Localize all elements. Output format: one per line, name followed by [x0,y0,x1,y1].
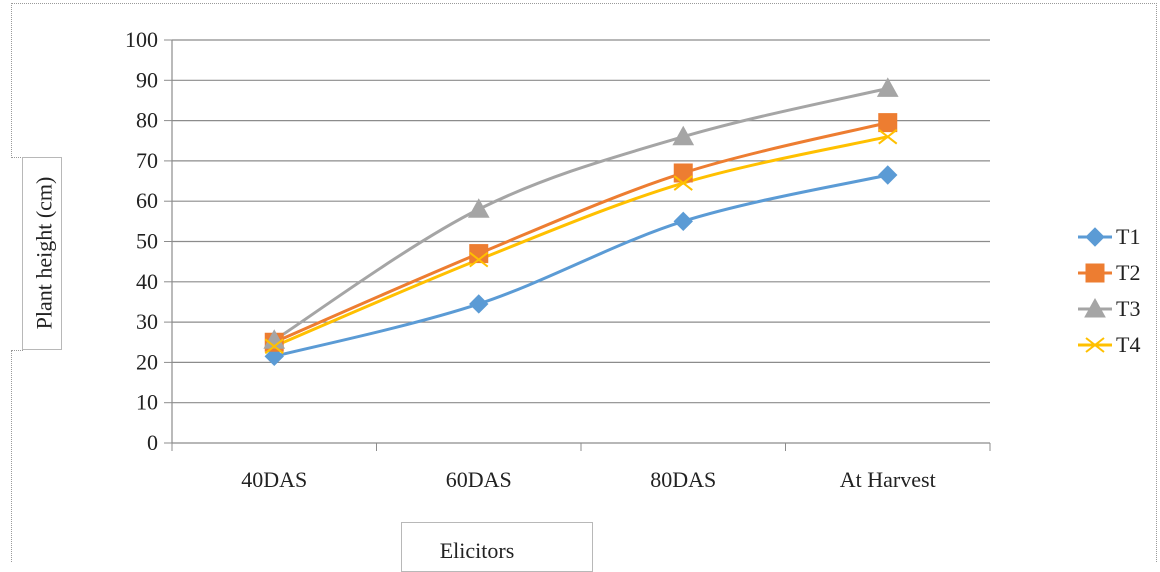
legend-label-T3: T3 [1116,296,1141,321]
y-tick-label-70: 70 [136,148,158,173]
axes [164,39,991,451]
legend-item-T4: T4 [1078,330,1158,366]
legend-label-T2: T2 [1116,260,1141,285]
chart-frame [11,3,1157,562]
legend-symbol-T1 [1085,227,1105,247]
point-T3-at-harvest [876,77,899,97]
point-T4-80das [673,175,693,191]
series-markers [263,77,899,367]
series-line-T2 [273,121,889,344]
legend: T1 T2 T3 T4 [1078,222,1158,366]
legend-symbol-T3 [1084,297,1106,318]
point-T2-at-harvest [878,113,898,133]
legend-label-T4: T4 [1116,332,1141,357]
point-T4-40das [264,338,284,355]
x-tick-labels: 40DAS 60DAS 80DAS At Harvest [241,467,935,492]
series-line-T1 [273,173,889,358]
y-tick-labels: 0 10 20 30 40 50 60 70 80 90 100 [125,27,158,455]
point-T4-60das [469,251,489,268]
x-tick-label-2: 80DAS [650,467,716,492]
legend-item-T2: T2 [1078,258,1158,294]
point-T3-40das [263,329,286,349]
legend-marker-T2 [1078,263,1112,283]
y-tick-label-10: 10 [136,390,158,415]
legend-marker-T1 [1078,227,1112,247]
x-tick-label-1: 60DAS [446,467,512,492]
y-tick-label-100: 100 [125,27,158,52]
gridlines [172,39,990,404]
point-T1-40das [264,346,284,367]
y-tick-label-60: 60 [136,188,158,213]
y-axis-title-box [22,157,62,350]
point-T1-80das [673,211,693,232]
y-tick-label-50: 50 [136,229,158,254]
y-tick-label-80: 80 [136,108,158,133]
y-tick-label-0: 0 [147,430,158,455]
x-tick-label-3: At Harvest [840,467,936,492]
series-line-T4 [273,135,889,348]
series-line-T3 [273,86,889,342]
y-tick-label-90: 90 [136,67,158,92]
legend-label-T1: T1 [1116,224,1141,249]
legend-symbol-T4 [1085,337,1105,353]
point-T3-80das [672,125,695,146]
series-lines [273,86,889,358]
x-axis-title: Elicitors [439,538,515,563]
y-tick-label-30: 30 [136,309,158,334]
chart-frame-notch-top [11,157,23,158]
y-tick-label-20: 20 [136,349,158,374]
legend-item-T1: T1 [1078,222,1158,258]
legend-item-T3: T3 [1078,294,1158,330]
point-T1-60das [469,294,489,314]
y-tick-label-40: 40 [136,269,158,294]
legend-symbol-T2 [1085,263,1105,283]
chart-frame-left-top [11,3,12,158]
y-axis-title: Plant height (cm) [31,176,57,330]
chart-frame-notch-bottom [11,350,23,351]
point-T1-at-harvest [878,165,898,185]
point-T3-60das [467,198,490,218]
x-tick-label-0: 40DAS [241,467,307,492]
legend-marker-T4 [1078,337,1112,353]
point-T4-at-harvest [878,128,898,145]
chart-frame-left-bottom [11,350,12,562]
x-axis-title-box [401,522,593,572]
legend-marker-T3 [1078,297,1112,318]
